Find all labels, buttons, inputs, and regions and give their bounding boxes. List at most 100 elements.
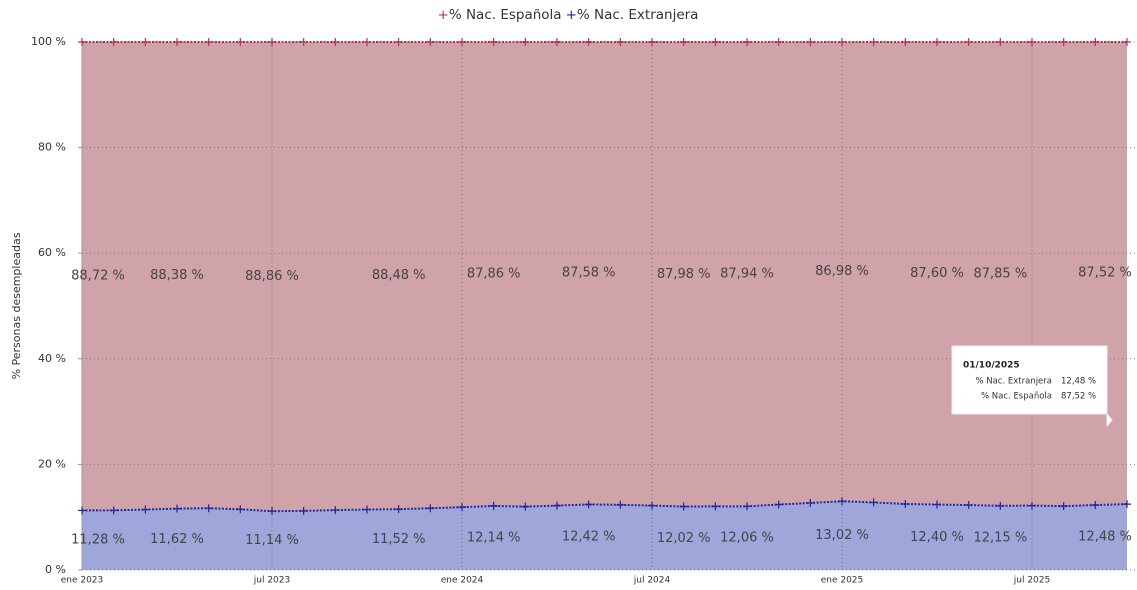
data-label: 87,52 % <box>1078 266 1132 281</box>
marker <box>774 38 783 46</box>
tooltip-name: % Nac. Española <box>981 392 1052 402</box>
marker <box>109 506 118 515</box>
data-label: 12,06 % <box>720 531 774 546</box>
data-label: 87,86 % <box>467 266 521 281</box>
legend-entry: % Nac. Española <box>449 7 562 23</box>
marker <box>458 38 466 46</box>
data-label: 88,38 % <box>150 268 204 283</box>
marker <box>173 504 181 513</box>
marker <box>584 38 593 46</box>
marker <box>1091 38 1100 46</box>
marker <box>648 501 656 510</box>
marker <box>204 38 213 46</box>
data-label: 87,94 % <box>720 267 774 282</box>
marker <box>743 502 751 511</box>
x-tick-label: jul 2023 <box>253 576 290 586</box>
marker <box>996 501 1005 510</box>
marker <box>331 38 340 46</box>
marker <box>489 38 498 46</box>
marker <box>458 503 466 512</box>
marker <box>1059 502 1068 511</box>
y-tick-label: 100 % <box>31 35 66 48</box>
marker <box>901 500 910 508</box>
data-label: 87,98 % <box>657 267 711 282</box>
area <box>82 42 1127 512</box>
marker <box>109 38 118 46</box>
marker <box>268 507 276 516</box>
y-tick-label: 60 % <box>38 246 66 259</box>
marker <box>299 38 308 46</box>
data-label: 12,14 % <box>467 530 521 545</box>
marker <box>743 38 751 46</box>
legend-entry: % Nac. Extranjera <box>577 7 699 23</box>
marker <box>426 38 435 46</box>
x-tick-label: jul 2024 <box>633 576 671 586</box>
marker <box>363 505 371 514</box>
area <box>82 501 1127 570</box>
marker <box>648 38 656 46</box>
marker <box>1091 501 1100 510</box>
y-tick-label: 20 % <box>38 457 66 470</box>
marker <box>806 498 815 507</box>
data-label: 12,02 % <box>657 531 711 546</box>
tooltip: 01/10/2025 % Nac. Extranjera 12,48 % % Nac.… <box>951 345 1113 428</box>
y-tick-label: 40 % <box>38 352 66 365</box>
data-label: 87,60 % <box>910 266 964 281</box>
y-tick-label: 0 % <box>45 563 66 576</box>
marker <box>838 497 846 506</box>
marker <box>869 38 878 46</box>
marker <box>394 505 403 514</box>
x-tick-label: ene 2024 <box>441 576 484 586</box>
marker <box>236 505 245 514</box>
x-tick-label: ene 2025 <box>821 576 864 586</box>
marker <box>426 504 435 513</box>
marker <box>901 38 910 46</box>
x-tick-label: ene 2023 <box>61 576 104 586</box>
marker <box>521 38 530 46</box>
marker <box>679 38 688 46</box>
marker <box>141 505 150 514</box>
tooltip-value: 12,48 % <box>1061 377 1096 387</box>
y-axis-label: % Personas desempleadas <box>10 232 23 379</box>
data-label: 12,48 % <box>1078 530 1132 545</box>
marker <box>616 500 625 509</box>
marker <box>78 506 86 515</box>
marker <box>331 506 340 515</box>
y-tick-label: 80 % <box>38 141 66 154</box>
marker <box>268 38 276 46</box>
marker <box>236 38 245 46</box>
marker <box>204 504 213 513</box>
marker <box>489 501 498 510</box>
marker <box>1028 38 1036 46</box>
marker <box>774 500 783 509</box>
x-tick-label: jul 2025 <box>1013 576 1050 586</box>
marker <box>679 502 688 511</box>
data-label: 88,86 % <box>245 269 299 284</box>
tooltip-name: % Nac. Extranjera <box>975 377 1052 387</box>
marker <box>964 38 973 46</box>
marker <box>78 38 86 46</box>
marker <box>1059 38 1068 46</box>
tooltip-box <box>951 345 1113 428</box>
marker <box>299 506 308 515</box>
data-label: 11,14 % <box>245 533 299 548</box>
marker <box>933 38 941 46</box>
marker <box>996 38 1005 46</box>
data-label: 13,02 % <box>815 528 869 543</box>
data-label: 87,58 % <box>562 266 616 281</box>
tooltip-value: 87,52 % <box>1061 392 1096 402</box>
data-label: 11,62 % <box>150 532 204 547</box>
marker <box>933 500 941 509</box>
marker <box>1028 501 1036 510</box>
data-label: 12,42 % <box>562 530 616 545</box>
marker <box>616 38 625 46</box>
marker <box>584 500 593 509</box>
tooltip-date: 01/10/2025 <box>963 361 1020 371</box>
marker <box>1123 500 1131 509</box>
marker <box>964 501 973 510</box>
line <box>81 500 1128 513</box>
data-label: 86,98 % <box>815 264 869 279</box>
legend-marker: + <box>438 7 449 23</box>
marker <box>173 38 181 46</box>
